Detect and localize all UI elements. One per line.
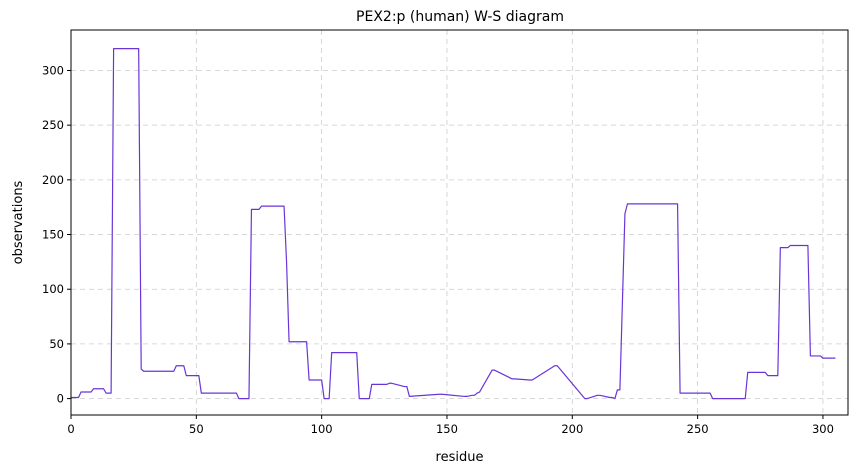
x-axis: 0 50 100 150 200 250 300 xyxy=(67,415,834,436)
y-tick-label: 0 xyxy=(57,392,64,406)
plot-frame xyxy=(70,29,849,416)
x-tick-label: 0 xyxy=(67,422,74,436)
x-tick-label: 150 xyxy=(436,422,458,436)
x-axis-label: residue xyxy=(436,450,484,465)
plot-area xyxy=(71,47,836,400)
chart-title: PEX2:p (human) W-S diagram xyxy=(356,9,564,25)
y-tick-label: 150 xyxy=(42,228,64,242)
series-line xyxy=(71,47,836,400)
y-axis-label: observations xyxy=(11,180,26,264)
y-tick-label: 250 xyxy=(42,118,64,132)
x-tick-label: 300 xyxy=(812,422,834,436)
grid xyxy=(70,30,848,415)
x-tick-label: 250 xyxy=(687,422,709,436)
x-tick-label: 200 xyxy=(561,422,583,436)
y-axis: 0 50 100 150 200 250 300 xyxy=(42,63,71,406)
y-tick-label: 50 xyxy=(49,337,64,351)
y-tick-label: 300 xyxy=(42,63,64,77)
x-tick-label: 50 xyxy=(189,422,204,436)
y-tick-label: 200 xyxy=(42,173,64,187)
x-tick-label: 100 xyxy=(311,422,333,436)
y-tick-label: 100 xyxy=(42,282,64,296)
